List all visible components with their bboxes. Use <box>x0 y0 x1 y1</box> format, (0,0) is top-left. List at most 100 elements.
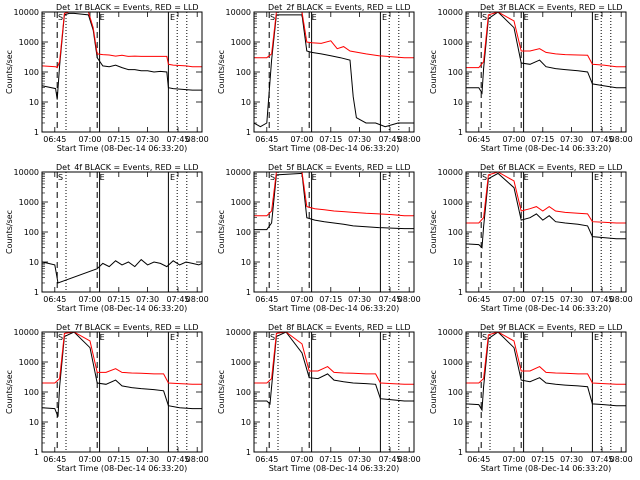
events-series-line <box>466 172 626 249</box>
y-tick-label: 1 <box>458 288 463 297</box>
y-tick-label: 10 <box>29 418 39 427</box>
detector-panel-1: Det_1f BLACK = Events, RED = LLD Counts/s… <box>5 3 209 153</box>
lld-series-line <box>254 332 414 385</box>
y-axis-label: Counts/sec <box>5 370 14 414</box>
y-tick-label: 1000 <box>443 198 463 207</box>
x-tick-label: 07:00 <box>502 455 525 464</box>
marker-label: S <box>482 13 487 22</box>
x-axis-label: Start Time (08-Dec-14 06:33:20) <box>57 144 188 153</box>
x-tick-label: 07:45 <box>590 135 613 144</box>
x-tick-label: 07:30 <box>560 295 583 304</box>
y-tick-label: 100 <box>24 228 39 237</box>
x-tick-label: 07:45 <box>166 455 189 464</box>
x-tick-label: 07:15 <box>107 135 130 144</box>
y-tick-label: 1000 <box>443 38 463 47</box>
lld-series-line <box>42 12 202 69</box>
marker-label: E <box>100 333 105 342</box>
plot-frame <box>465 171 627 293</box>
y-axis-label: Counts/sec <box>5 210 14 254</box>
marker-label: S <box>482 173 487 182</box>
panel-title: Det_8f BLACK = Events, RED = LLD <box>268 323 411 332</box>
x-axis-label: Start Time (08-Dec-14 06:33:20) <box>57 304 188 313</box>
x-tick-label: 07:45 <box>378 135 401 144</box>
plot-frame <box>41 331 203 453</box>
x-axis-label: Start Time (08-Dec-14 06:33:20) <box>269 464 400 473</box>
y-tick-label: 1 <box>34 128 39 137</box>
marker-label: S <box>270 173 275 182</box>
y-tick-label: 100 <box>236 228 251 237</box>
lld-series-line <box>466 332 626 385</box>
y-axis-label: Counts/sec <box>217 50 226 94</box>
marker-label: E <box>100 13 105 22</box>
panel-title: Det_1f BLACK = Events, RED = LLD <box>56 3 199 12</box>
y-tick-label: 100 <box>24 68 39 77</box>
plot-frame <box>253 331 415 453</box>
events-series-line <box>42 258 202 284</box>
marker-label: E <box>524 13 529 22</box>
x-tick-label: 07:30 <box>348 455 371 464</box>
panel-title: Det_2f BLACK = Events, RED = LLD <box>268 3 411 12</box>
y-tick-label: 1 <box>458 448 463 457</box>
marker-label: E <box>382 13 387 22</box>
y-tick-label: 10 <box>453 258 463 267</box>
x-tick-label: 07:30 <box>348 295 371 304</box>
x-tick-label: 07:45 <box>378 455 401 464</box>
x-tick-label: 07:15 <box>319 295 342 304</box>
marker-label: E <box>100 173 105 182</box>
x-tick-label: 07:15 <box>531 455 554 464</box>
panel-title: Det_7f BLACK = Events, RED = LLD <box>56 323 199 332</box>
y-tick-label: 10000 <box>438 328 463 337</box>
lld-series-line <box>42 332 202 385</box>
panel-title: Det_9f BLACK = Events, RED = LLD <box>480 323 623 332</box>
x-tick-label: 08:00 <box>398 135 421 144</box>
x-tick-label: 08:00 <box>610 295 633 304</box>
x-tick-label: 07:30 <box>560 135 583 144</box>
x-tick-label: 06:45 <box>43 455 66 464</box>
y-tick-label: 10000 <box>438 168 463 177</box>
x-tick-label: 07:00 <box>290 135 313 144</box>
x-tick-label: 07:30 <box>136 135 159 144</box>
marker-label: E <box>312 13 317 22</box>
y-tick-label: 10000 <box>226 328 251 337</box>
y-tick-label: 100 <box>236 68 251 77</box>
y-tick-label: 10 <box>241 98 251 107</box>
x-tick-label: 06:45 <box>255 135 278 144</box>
y-tick-label: 1000 <box>231 198 251 207</box>
y-tick-label: 1 <box>34 448 39 457</box>
lld-series-line <box>466 12 626 69</box>
y-tick-label: 10000 <box>14 328 39 337</box>
marker-label: E <box>594 13 599 22</box>
lld-series-line <box>254 12 414 59</box>
x-axis-label: Start Time (08-Dec-14 06:33:20) <box>57 464 188 473</box>
x-axis-label: Start Time (08-Dec-14 06:33:20) <box>481 144 612 153</box>
x-tick-label: 08:00 <box>610 135 633 144</box>
plot-frame <box>41 171 203 293</box>
y-tick-label: 1000 <box>19 358 39 367</box>
x-tick-label: 07:45 <box>590 295 613 304</box>
detector-panel-4: Det_4f BLACK = Events, RED = LLD Counts/s… <box>5 163 209 313</box>
x-tick-label: 07:15 <box>319 135 342 144</box>
x-tick-label: 08:00 <box>186 295 209 304</box>
x-tick-label: 07:15 <box>107 455 130 464</box>
y-tick-label: 100 <box>448 228 463 237</box>
lld-series-line <box>466 172 626 224</box>
x-tick-label: 08:00 <box>398 455 421 464</box>
y-tick-label: 10000 <box>226 8 251 17</box>
x-axis-label: Start Time (08-Dec-14 06:33:20) <box>269 144 400 153</box>
plot-frame <box>253 11 415 133</box>
y-tick-label: 1 <box>34 288 39 297</box>
x-axis-label: Start Time (08-Dec-14 06:33:20) <box>481 304 612 313</box>
panel-title: Det_4f BLACK = Events, RED = LLD <box>56 163 199 172</box>
x-tick-label: 07:00 <box>78 295 101 304</box>
y-tick-label: 1 <box>246 288 251 297</box>
y-tick-label: 10 <box>29 258 39 267</box>
marker-label: S <box>270 13 275 22</box>
panel-title: Det_5f BLACK = Events, RED = LLD <box>268 163 411 172</box>
x-tick-label: 07:00 <box>78 135 101 144</box>
y-tick-label: 1000 <box>19 38 39 47</box>
plot-frame <box>465 11 627 133</box>
y-tick-label: 1000 <box>19 198 39 207</box>
x-axis-label: Start Time (08-Dec-14 06:33:20) <box>269 304 400 313</box>
marker-label: E <box>524 173 529 182</box>
